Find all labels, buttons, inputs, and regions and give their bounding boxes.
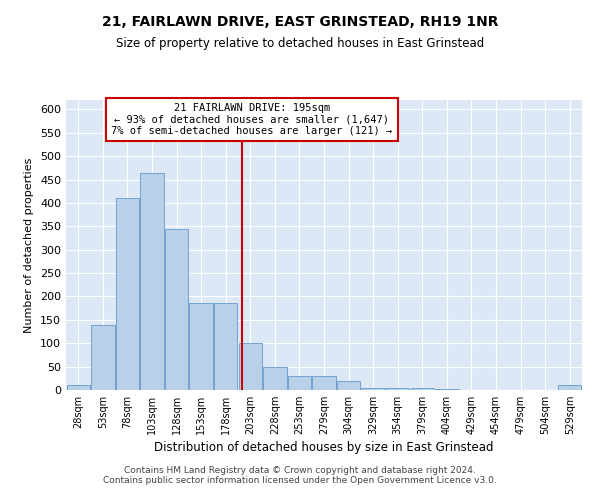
X-axis label: Distribution of detached houses by size in East Grinstead: Distribution of detached houses by size … <box>154 441 494 454</box>
Bar <box>140 172 164 390</box>
Text: 21 FAIRLAWN DRIVE: 195sqm
← 93% of detached houses are smaller (1,647)
7% of sem: 21 FAIRLAWN DRIVE: 195sqm ← 93% of detac… <box>111 103 392 136</box>
Text: Size of property relative to detached houses in East Grinstead: Size of property relative to detached ho… <box>116 38 484 51</box>
Bar <box>165 228 188 390</box>
Text: 21, FAIRLAWN DRIVE, EAST GRINSTEAD, RH19 1NR: 21, FAIRLAWN DRIVE, EAST GRINSTEAD, RH19… <box>102 15 498 29</box>
Bar <box>116 198 139 390</box>
Bar <box>410 388 434 390</box>
Bar <box>337 380 360 390</box>
Text: Contains HM Land Registry data © Crown copyright and database right 2024.
Contai: Contains HM Land Registry data © Crown c… <box>103 466 497 485</box>
Bar <box>435 388 458 390</box>
Y-axis label: Number of detached properties: Number of detached properties <box>25 158 34 332</box>
Bar <box>313 376 335 390</box>
Bar <box>190 304 213 390</box>
Bar <box>558 386 581 390</box>
Bar <box>239 343 262 390</box>
Bar <box>263 366 287 390</box>
Bar <box>67 386 90 390</box>
Bar <box>288 376 311 390</box>
Bar <box>91 324 115 390</box>
Bar <box>361 388 385 390</box>
Bar <box>214 304 238 390</box>
Bar <box>386 388 409 390</box>
